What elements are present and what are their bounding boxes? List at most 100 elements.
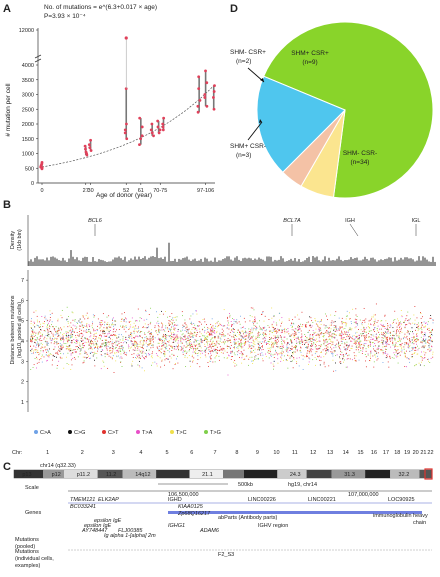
b-point bbox=[235, 321, 237, 323]
b-point bbox=[302, 368, 304, 370]
b-point bbox=[135, 341, 137, 343]
b-point bbox=[408, 358, 410, 360]
b-point bbox=[217, 320, 219, 322]
b-point bbox=[51, 364, 53, 366]
b-point bbox=[407, 331, 409, 333]
b-point bbox=[339, 345, 341, 346]
b-point bbox=[283, 340, 285, 341]
b-point bbox=[145, 309, 147, 311]
b-point bbox=[161, 329, 163, 331]
b-point bbox=[65, 343, 67, 344]
b-point bbox=[294, 338, 295, 340]
b-point bbox=[409, 338, 411, 340]
b-point bbox=[113, 325, 114, 327]
b-point bbox=[403, 346, 405, 348]
b-point bbox=[102, 343, 104, 345]
b-point bbox=[290, 356, 292, 358]
b-point bbox=[415, 364, 417, 366]
b-point bbox=[250, 337, 252, 339]
b-point bbox=[386, 356, 388, 358]
b-point bbox=[327, 339, 329, 341]
b-point bbox=[186, 357, 188, 359]
b-point bbox=[150, 341, 152, 342]
b-ytick-label: 2 bbox=[21, 380, 24, 386]
b-point bbox=[108, 315, 110, 317]
b-point bbox=[131, 333, 133, 334]
b-point bbox=[334, 329, 336, 331]
b-point bbox=[169, 323, 171, 325]
b-point bbox=[57, 318, 59, 320]
b-point bbox=[192, 360, 194, 362]
b-point bbox=[257, 343, 259, 345]
b-point bbox=[227, 317, 228, 319]
b-point bbox=[326, 350, 328, 352]
b-point bbox=[356, 337, 357, 338]
b-point bbox=[312, 339, 314, 341]
b-point bbox=[374, 349, 376, 351]
b-point bbox=[174, 329, 176, 331]
b-point bbox=[282, 351, 284, 353]
b-point bbox=[316, 358, 317, 360]
b-point bbox=[311, 341, 313, 342]
b-point bbox=[381, 324, 383, 326]
b-point bbox=[382, 342, 384, 344]
b-point bbox=[204, 335, 206, 337]
b-point bbox=[306, 341, 308, 343]
b-point bbox=[237, 329, 239, 331]
b-point bbox=[376, 355, 378, 357]
b-point bbox=[281, 321, 283, 323]
b-point bbox=[238, 344, 240, 346]
b-point bbox=[293, 347, 295, 349]
b-point bbox=[323, 343, 325, 345]
b-point bbox=[340, 362, 342, 364]
b-point bbox=[240, 343, 242, 345]
b-point bbox=[253, 360, 254, 362]
b-point bbox=[283, 355, 285, 357]
b-point bbox=[43, 323, 45, 325]
b-point bbox=[244, 330, 246, 332]
b-point bbox=[90, 341, 91, 343]
b-point bbox=[214, 337, 215, 339]
b-point bbox=[208, 334, 210, 336]
b-point bbox=[44, 315, 46, 317]
b-point bbox=[151, 337, 153, 339]
b-point bbox=[57, 335, 59, 337]
b-point bbox=[82, 343, 84, 345]
b-point bbox=[100, 324, 102, 326]
b-point bbox=[168, 351, 170, 353]
b-point bbox=[293, 323, 295, 325]
b-point bbox=[33, 352, 34, 354]
b-point bbox=[126, 339, 128, 341]
b-point bbox=[387, 323, 388, 325]
b-point bbox=[159, 338, 161, 340]
b-point bbox=[42, 351, 44, 353]
b-point bbox=[196, 310, 197, 312]
b-point bbox=[142, 352, 144, 354]
b-point bbox=[302, 344, 304, 345]
b-point bbox=[130, 332, 132, 334]
b-point bbox=[290, 350, 291, 352]
b-point bbox=[39, 352, 41, 354]
b-point bbox=[129, 333, 131, 335]
b-point bbox=[128, 347, 130, 349]
b-point bbox=[319, 340, 321, 342]
b-point bbox=[354, 355, 356, 357]
b-point bbox=[89, 331, 91, 333]
b-point bbox=[99, 334, 101, 336]
b-point bbox=[311, 343, 313, 345]
b-point bbox=[66, 336, 68, 338]
b-point bbox=[406, 320, 408, 322]
b-point bbox=[417, 339, 419, 341]
b-point bbox=[424, 357, 426, 358]
b-point bbox=[396, 354, 398, 356]
b-point bbox=[66, 340, 68, 342]
b-point bbox=[77, 342, 78, 344]
b-point bbox=[198, 350, 200, 352]
b-point bbox=[344, 343, 346, 345]
b-point bbox=[374, 318, 376, 320]
b-point bbox=[338, 328, 340, 330]
b-point bbox=[251, 360, 253, 362]
b-point bbox=[411, 354, 413, 355]
b-point bbox=[88, 339, 89, 341]
